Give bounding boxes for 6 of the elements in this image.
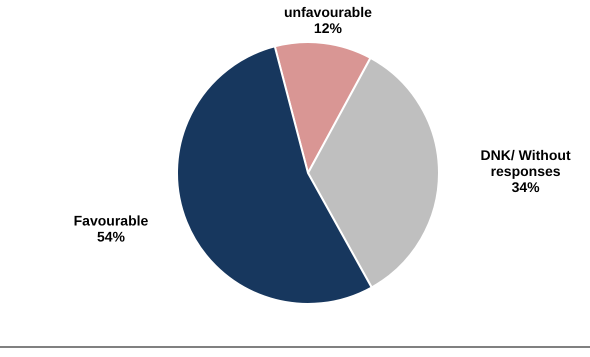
slice-label: Favourable: [74, 212, 149, 228]
data-label: 34%: [512, 179, 540, 196]
data-label: 12%: [314, 20, 342, 36]
data-label: 54%: [96, 228, 126, 244]
slice-label: DNK/ Without responses: [480, 147, 571, 180]
slice-label: unfavourable: [284, 4, 372, 20]
